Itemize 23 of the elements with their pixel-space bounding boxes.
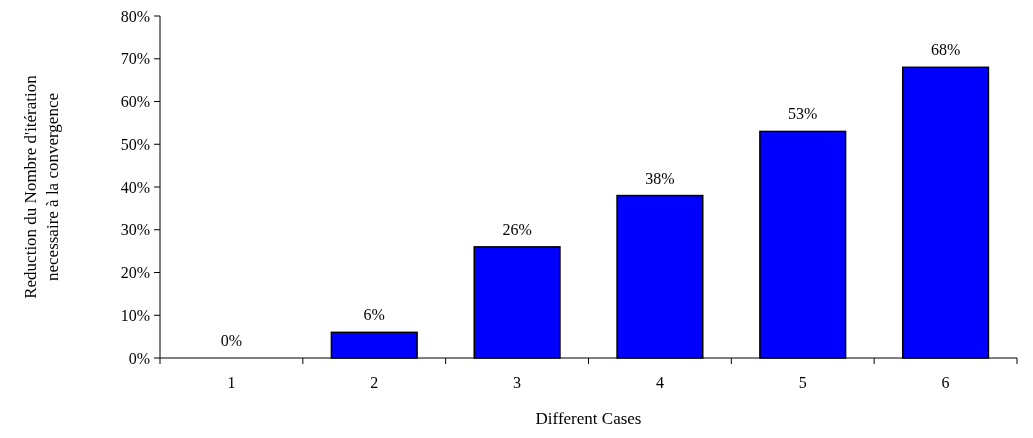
x-tick-label: 2 — [370, 374, 379, 391]
y-tick-label: 30% — [120, 221, 150, 239]
data-label: 6% — [363, 306, 385, 324]
data-label: 0% — [220, 332, 243, 349]
y-tick-label: 40% — [120, 178, 150, 196]
x-tick-label: 1 — [227, 374, 236, 391]
x-axis-title: Different Cases — [535, 409, 642, 428]
y-tick-label: 60% — [120, 93, 150, 111]
y-tick-label: 70% — [120, 50, 150, 68]
y-tick-label: 10% — [120, 306, 150, 324]
y-axis-title: Reduction du Nombre d'itération necessaire à la convergence — [21, 74, 62, 299]
y-tick-label: 50% — [120, 135, 150, 153]
data-label: 53% — [788, 105, 818, 123]
x-tick-label: 5 — [798, 374, 807, 391]
data-label: 38% — [645, 169, 675, 187]
x-tick-label: 3 — [513, 374, 522, 391]
x-tick-label: 6 — [941, 374, 950, 391]
data-label: 26% — [502, 220, 532, 238]
y-tick-label: 80% — [120, 7, 150, 25]
y-tick-label: 0% — [128, 349, 150, 367]
data-label: 68% — [930, 41, 961, 59]
x-tick-label: 4 — [655, 374, 664, 391]
y-tick-label: 20% — [120, 264, 150, 282]
